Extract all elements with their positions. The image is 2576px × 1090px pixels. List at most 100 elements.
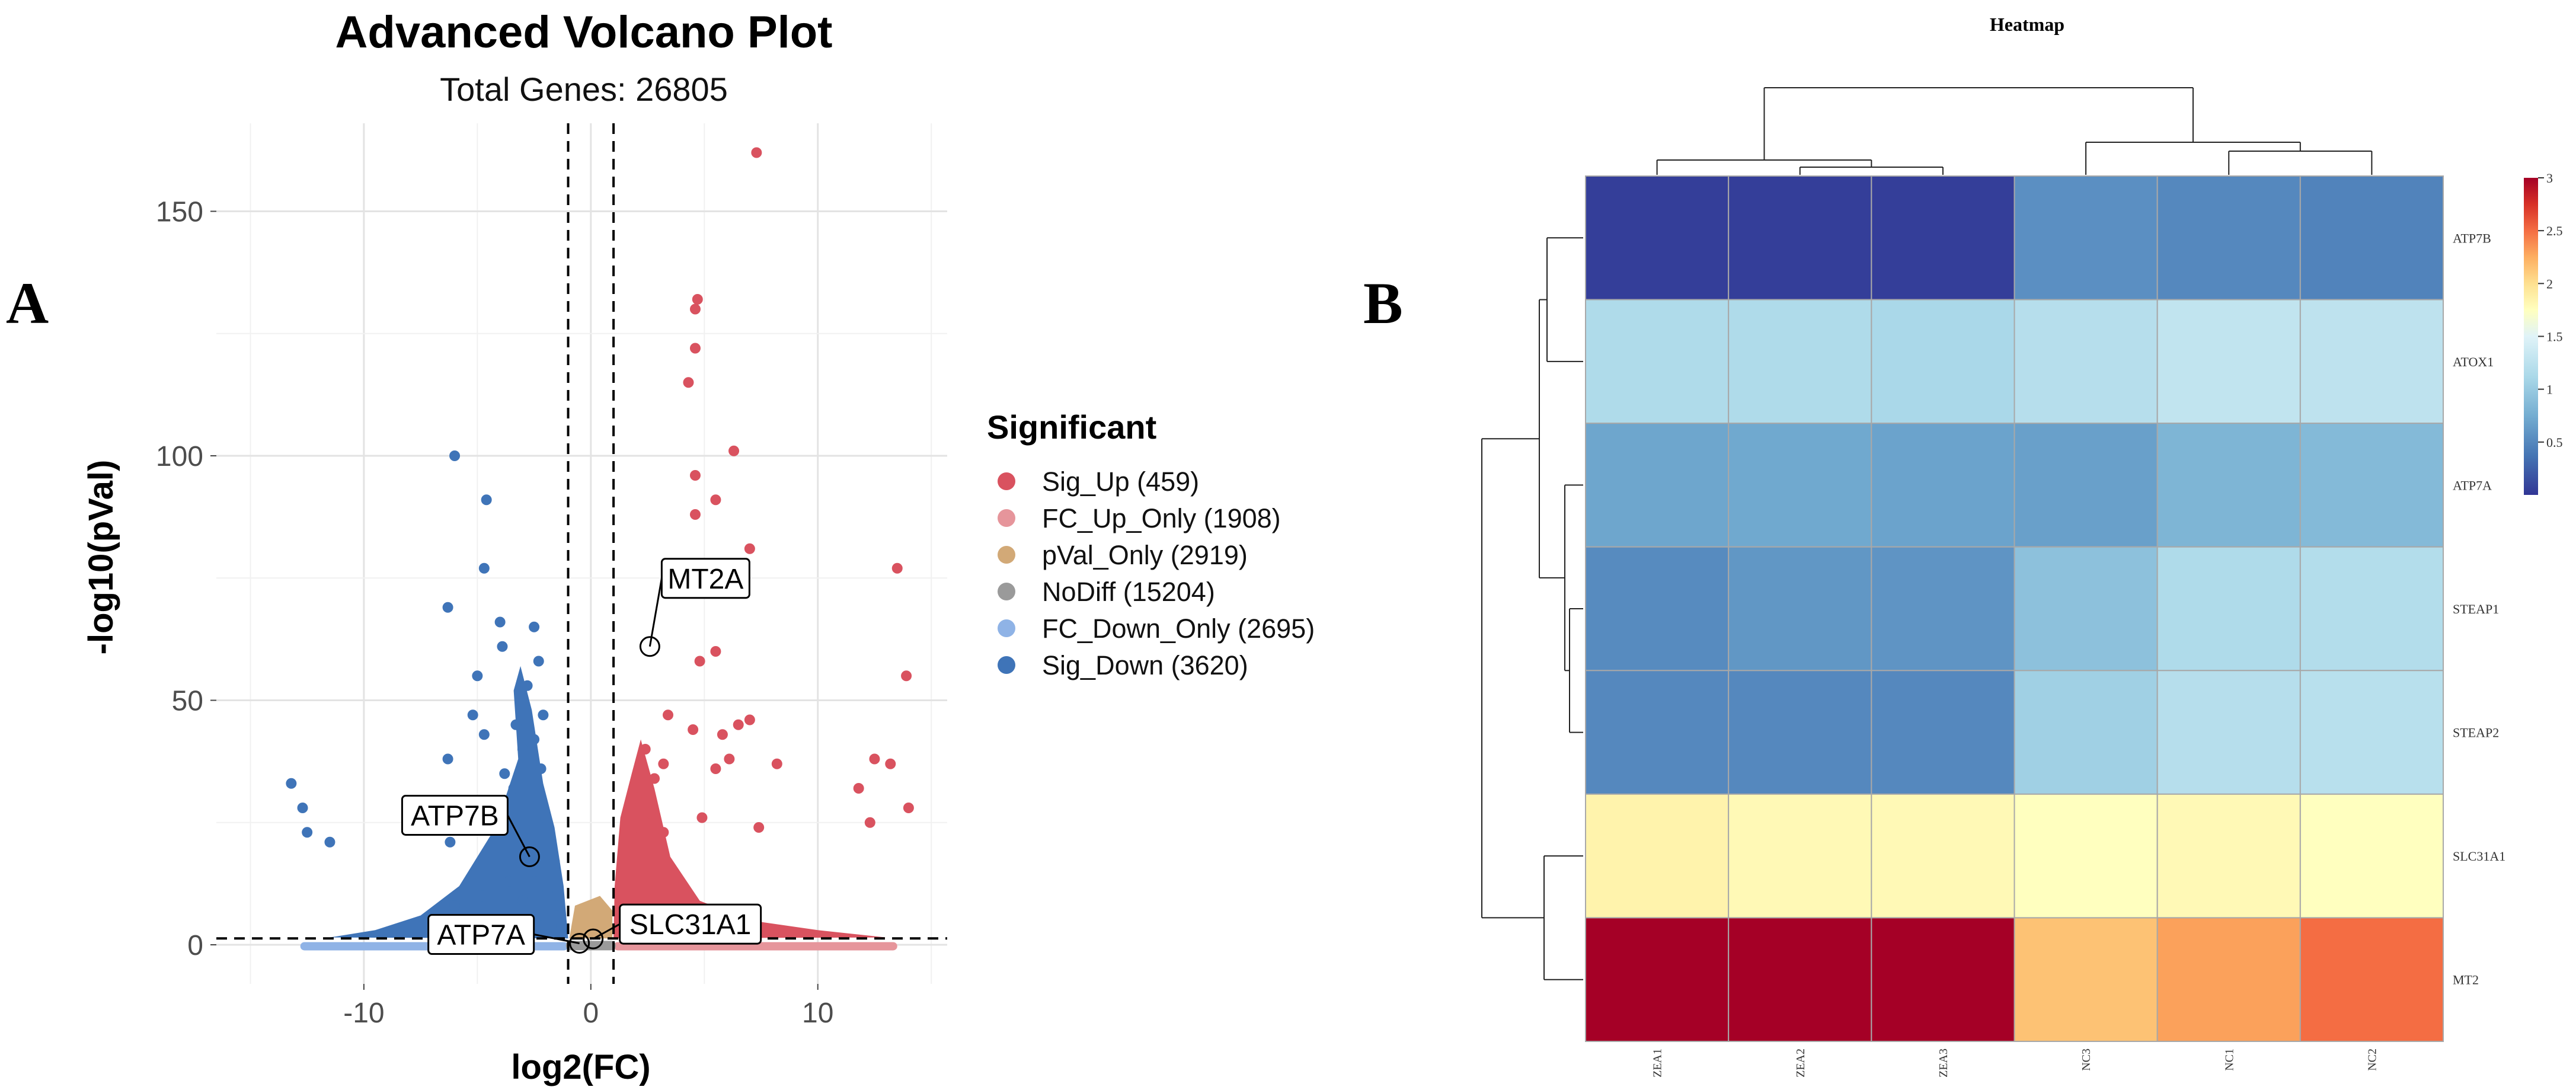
legend-label: NoDiff (15204) [1042,577,1215,607]
sig-down-point [297,803,308,813]
sig-down-point [494,616,506,628]
heatmap-cell [2156,546,2301,672]
sig-up-point [744,714,755,725]
heatmap-cells [1585,175,2444,1043]
sig-down-point [499,768,510,779]
sig-up-point [869,753,880,765]
sig-up-point [658,758,669,769]
heatmap-row-label: STEAP1 [2453,602,2499,616]
heatmap-cell [1728,917,1872,1043]
sig-up-point [640,871,651,882]
legend-swatch [998,656,1015,674]
heatmap-column-label: ZEA2 [1794,1049,1807,1078]
heatmap-cell [2014,423,2158,548]
sig-down-point [302,827,313,838]
heatmap-cell [2014,175,2158,301]
sig-up-point [853,783,864,794]
heatmap-column-label: NC3 [2080,1049,2093,1071]
sig-up-point [689,470,701,481]
sig-up-point [744,543,755,554]
sig-down-point [529,621,540,632]
sig-down-point [535,910,546,921]
sig-up-point [689,303,701,315]
colorbar-tick-label: 3 [2546,171,2553,186]
sig-down-cloud [330,666,568,939]
annotation-box [401,795,509,836]
heatmap-cell [1871,793,2015,919]
colorbar-tick-label: 2 [2546,276,2553,291]
y-tick-label: 150 [156,197,203,228]
colorbar-tick-label: 0.5 [2546,435,2563,450]
heatmap-cell [2299,670,2444,795]
sig-up-point [649,773,660,784]
sig-down-point [533,656,544,667]
sig-down-point [478,562,490,574]
sig-down-point [503,875,514,887]
annotation-leader [533,934,580,944]
annotation-box [660,558,750,599]
sig-up-point [688,724,699,735]
sig-up-point [619,886,631,897]
heatmap-cell [1585,917,1730,1043]
heatmap-column-label: ZEA3 [1937,1049,1950,1078]
x-tick-label: 10 [802,998,833,1029]
heatmap-cell [2156,793,2301,919]
heatmap-row-label: MT2 [2453,973,2479,987]
x-tick-label: 0 [583,998,599,1029]
legend-label: Sig_Down (3620) [1042,650,1248,680]
row-dendrogram [1481,237,1583,980]
legend-entries: Sig_Up (459) FC_Up_Only (1908) pVal_Only (… [998,466,1315,680]
sig-up-point [771,758,782,769]
heatmap-cell [2014,546,2158,672]
heatmap-cell [1871,175,2015,301]
legend-label: Sig_Up (459) [1042,466,1199,497]
sig-down-point [556,920,567,931]
x-tick-label: -10 [343,998,384,1029]
sig-down-point [517,895,528,906]
annotation-marker [569,933,590,954]
heatmap-cell [2299,175,2444,301]
sig-up-point [891,562,903,574]
sig-up-point [717,729,728,740]
sig-up-point [710,763,721,774]
annotation-leader [507,814,530,858]
sig-down-point [551,900,562,911]
sig-down-point [549,856,560,867]
heatmap-cell [1871,670,2015,795]
heatmap-column-label: NC2 [2366,1049,2379,1071]
sig-up-point [622,856,633,867]
sig-up-point [901,670,912,682]
heatmap-cell [1585,546,1730,672]
heatmap-cell [2014,299,2158,424]
annotation-marker [519,846,540,867]
heatmap-cell [2014,917,2158,1043]
heatmap-cell [1728,546,1872,672]
sig-down-point [522,680,533,691]
heatmap-cell [1728,175,1872,301]
sig-up-point [696,812,708,823]
sig-down-point [442,602,453,613]
volcano-y-axis-label: -log10(pVal) [82,460,120,655]
column-dendrogram [1656,87,2373,175]
sig-up-point [885,758,896,769]
heatmap-cell [1871,423,2015,548]
heatmap-cell [1585,793,1730,919]
volcano-subtitle: Total Genes: 26805 [440,71,728,108]
heatmap-cell [2299,299,2444,424]
colorbar-tick-label: 2.5 [2546,223,2563,238]
legend-swatch [998,509,1015,527]
panel-a-letter: A [6,270,49,336]
annotation-leader [648,578,663,647]
colorbar-ticks: 3 2.5 2 1.5 1 0.5 [2538,171,2563,450]
sig-down-point [510,719,522,730]
heatmap-cell [2156,670,2301,795]
heatmap-column-labels: ZEA1 ZEA2 ZEA3 NC3 NC1 NC2 [1651,1049,2379,1078]
sig-up-point [644,807,656,819]
sig-up-point [694,656,705,667]
legend-label: pVal_Only (2919) [1042,540,1248,570]
sig-down-point [449,900,461,911]
sig-down-point [535,763,546,774]
sig-up-point [631,792,642,804]
legend-title: Significant [987,408,1156,446]
annotation-box [619,903,762,945]
